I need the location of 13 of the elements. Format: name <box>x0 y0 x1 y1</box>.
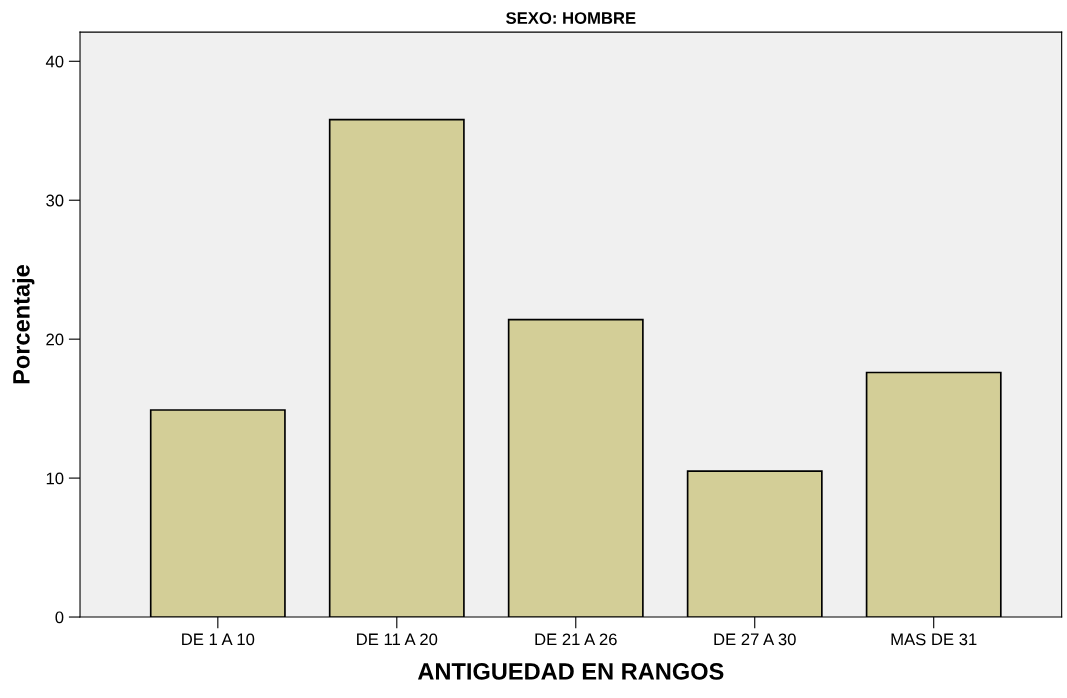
y-tick-label: 0 <box>55 611 64 624</box>
y-axis-title: Porcentaje <box>12 265 35 384</box>
x-tick-label: DE 21 A 26 <box>535 633 617 646</box>
x-tick-label: DE 1 A 10 <box>182 633 255 646</box>
x-tick-label: MAS DE 31 <box>891 633 977 646</box>
y-tick-label: 10 <box>46 472 64 485</box>
x-tick-label: DE 11 A 20 <box>357 633 438 646</box>
x-tick-label: DE 27 A 30 <box>714 633 796 646</box>
y-tick-label: 40 <box>45 55 64 68</box>
y-tick-label: 30 <box>46 194 64 207</box>
chart-title: SEXO: HOMBRE <box>506 12 636 24</box>
x-axis-title: ANTIGUEDAD EN RANGOS <box>417 663 724 680</box>
y-tick-label: 20 <box>46 333 64 346</box>
